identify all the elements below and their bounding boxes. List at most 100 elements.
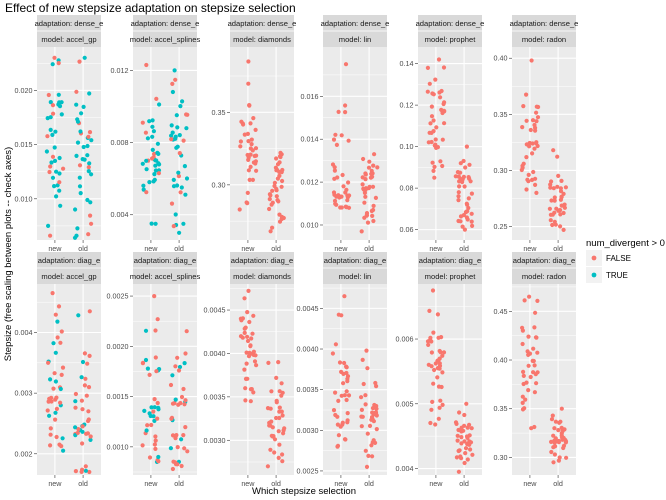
- point-divergent-true: [81, 104, 86, 109]
- point-divergent-false: [431, 92, 436, 97]
- point-divergent-true: [59, 112, 64, 117]
- point-divergent-true: [61, 448, 66, 453]
- point-divergent-false: [77, 163, 83, 168]
- point-divergent-false: [363, 172, 368, 177]
- point-divergent-false: [359, 229, 364, 234]
- point-divergent-false: [48, 432, 53, 437]
- point-divergent-false: [59, 372, 64, 377]
- point-divergent-false: [556, 458, 562, 463]
- y-tick-label: 0.010: [15, 194, 33, 203]
- point-divergent-false: [429, 350, 434, 355]
- point-divergent-false: [437, 363, 443, 368]
- point-divergent-false: [534, 140, 539, 145]
- x-tick-label: new: [429, 244, 443, 253]
- x-axis-title: Which stepsize selection: [252, 486, 356, 497]
- point-divergent-true: [175, 125, 180, 130]
- point-divergent-false: [53, 417, 58, 422]
- strip-adaptation: [37, 15, 101, 31]
- point-divergent-false: [359, 424, 364, 429]
- point-divergent-false: [45, 134, 50, 139]
- point-divergent-false: [242, 330, 247, 335]
- point-divergent-false: [332, 198, 338, 203]
- point-divergent-true: [55, 319, 60, 324]
- point-divergent-false: [360, 357, 365, 362]
- point-divergent-true: [140, 161, 145, 166]
- strip-model: [323, 31, 387, 47]
- point-divergent-false: [345, 418, 350, 423]
- point-divergent-true: [184, 126, 189, 131]
- point-divergent-false: [50, 103, 56, 108]
- y-tick-label: 0.002: [15, 449, 33, 458]
- y-tick-label: 0.35: [494, 404, 508, 413]
- point-divergent-false: [270, 225, 275, 230]
- point-divergent-false: [532, 390, 538, 395]
- point-divergent-false: [371, 218, 376, 224]
- point-divergent-false: [86, 409, 91, 414]
- point-divergent-false: [267, 197, 272, 202]
- point-divergent-false: [246, 168, 251, 173]
- point-divergent-false: [45, 408, 50, 413]
- legend-key-point: [591, 255, 597, 261]
- point-divergent-false: [339, 205, 344, 210]
- point-divergent-false: [367, 159, 372, 164]
- point-divergent-true: [173, 397, 178, 402]
- point-divergent-false: [54, 434, 59, 440]
- point-divergent-false: [245, 376, 250, 381]
- point-divergent-true: [73, 425, 78, 430]
- point-divergent-false: [88, 434, 93, 439]
- point-divergent-false: [549, 439, 554, 444]
- x-tick-label: old: [364, 244, 374, 253]
- point-divergent-false: [526, 352, 531, 357]
- point-divergent-false: [153, 355, 158, 360]
- point-divergent-false: [145, 423, 150, 428]
- point-divergent-true: [73, 399, 78, 404]
- point-divergent-false: [524, 92, 529, 97]
- point-divergent-false: [434, 125, 439, 130]
- point-divergent-false: [526, 388, 531, 393]
- point-divergent-true: [177, 364, 183, 370]
- point-divergent-false: [370, 213, 375, 218]
- point-divergent-true: [145, 366, 150, 371]
- point-divergent-true: [79, 375, 84, 380]
- point-divergent-true: [81, 144, 86, 150]
- point-divergent-false: [179, 394, 185, 400]
- point-divergent-false: [246, 81, 251, 86]
- point-divergent-false: [431, 168, 436, 173]
- point-divergent-true: [78, 191, 83, 196]
- point-divergent-false: [48, 233, 53, 238]
- point-divergent-true: [153, 163, 158, 168]
- point-divergent-false: [269, 433, 274, 438]
- y-tick-label: 0.30: [212, 180, 226, 189]
- point-divergent-false: [342, 360, 347, 366]
- point-divergent-true: [144, 428, 149, 433]
- point-divergent-false: [277, 219, 283, 224]
- legend-key-point: [591, 272, 597, 278]
- point-divergent-false: [344, 397, 349, 403]
- point-divergent-false: [156, 171, 161, 176]
- point-divergent-true: [48, 115, 53, 120]
- x-tick-label: new: [144, 244, 158, 253]
- point-divergent-true: [48, 127, 53, 132]
- point-divergent-false: [459, 456, 464, 461]
- point-divergent-false: [149, 422, 154, 428]
- y-tick-label: 0.020: [15, 86, 33, 95]
- facet-panel: adaptation: dense_e model: diamonds 0.30 0.…: [212, 15, 296, 253]
- point-divergent-false: [551, 445, 556, 450]
- strip-model: [323, 268, 387, 284]
- point-divergent-false: [437, 405, 442, 410]
- point-divergent-false: [467, 176, 472, 181]
- point-divergent-false: [243, 325, 248, 330]
- point-divergent-false: [363, 194, 368, 199]
- point-divergent-false: [276, 429, 281, 434]
- point-divergent-false: [174, 433, 179, 438]
- point-divergent-false: [183, 351, 188, 356]
- point-divergent-false: [251, 349, 256, 354]
- point-divergent-false: [558, 186, 564, 191]
- point-divergent-false: [563, 185, 569, 190]
- point-divergent-false: [431, 381, 436, 386]
- point-divergent-false: [153, 328, 158, 333]
- point-divergent-true: [87, 161, 92, 166]
- point-divergent-false: [73, 469, 78, 474]
- point-divergent-false: [58, 340, 63, 345]
- point-divergent-false: [152, 151, 157, 157]
